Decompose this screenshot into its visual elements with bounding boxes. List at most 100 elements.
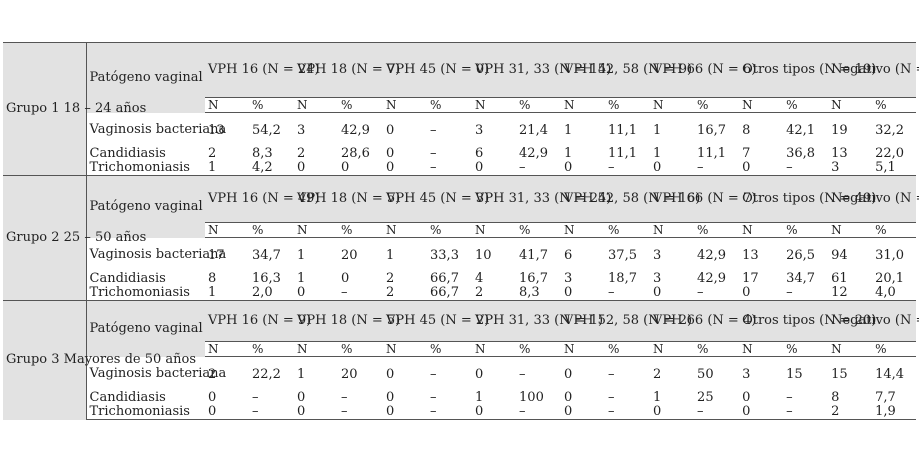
percent-cell: 0 bbox=[341, 271, 350, 286]
count-cell: 1 bbox=[297, 366, 306, 382]
count-cell: 6 bbox=[564, 247, 573, 263]
count-cell: 12 bbox=[831, 285, 848, 300]
count-cell: 3 bbox=[831, 160, 840, 175]
count-cell: 2 bbox=[297, 146, 306, 161]
pathogen-label: Trichomoniasis bbox=[89, 285, 190, 300]
count-cell: 1 bbox=[564, 146, 573, 161]
count-cell: 0 bbox=[561, 405, 606, 420]
count-cell: 2 bbox=[208, 366, 217, 382]
subheader-n: N bbox=[739, 222, 784, 238]
hpv-type-header: VPH 45 (N = 2) bbox=[383, 300, 489, 342]
percent-cell: 50 bbox=[697, 366, 714, 382]
count-cell: 3 bbox=[475, 122, 484, 138]
percent-cell: – bbox=[430, 366, 437, 382]
count-cell: 1 bbox=[564, 122, 573, 138]
count-cell: 19 bbox=[831, 122, 848, 138]
pathogen-label: Candidiasis bbox=[89, 271, 166, 286]
percent-cell: 20,1 bbox=[875, 271, 905, 286]
pathogen-header: Patógeno vaginal bbox=[86, 175, 205, 238]
percent-cell: 100 bbox=[519, 390, 544, 405]
percent-cell: – bbox=[341, 285, 348, 300]
subheader-pct: % bbox=[872, 341, 917, 357]
count-cell: 13 bbox=[208, 122, 225, 138]
count-cell: 0 bbox=[297, 390, 306, 405]
percent-cell: 22,0 bbox=[875, 146, 905, 161]
subheader-pct: % bbox=[783, 222, 829, 238]
subheader-pct: % bbox=[338, 222, 384, 238]
count-cell: 1 bbox=[475, 390, 484, 405]
hpv-type-header: VPH 66 (N = 7) bbox=[650, 175, 756, 223]
subheader-n: N bbox=[561, 341, 606, 357]
subheader-n: N bbox=[650, 341, 695, 357]
percent-cell: 16,7 bbox=[519, 271, 548, 286]
hpv-type-header: Negativo (N = 303) bbox=[828, 175, 919, 223]
count-cell: 0 bbox=[653, 160, 662, 175]
percent-cell: 20 bbox=[341, 247, 358, 263]
hpv-type-header: VPH 18 (N = 5) bbox=[294, 175, 400, 223]
count-cell: 0 bbox=[475, 366, 484, 382]
count-cell: 61 bbox=[831, 271, 848, 286]
subheader-n: N bbox=[828, 97, 873, 113]
count-cell: 1 bbox=[208, 285, 217, 300]
percent-cell: 15 bbox=[786, 366, 803, 382]
count-cell: 0 bbox=[205, 405, 249, 420]
percent-cell: – bbox=[519, 366, 526, 382]
subheader-n: N bbox=[205, 341, 249, 357]
count-cell: 0 bbox=[386, 146, 395, 161]
percent-cell: 33,3 bbox=[430, 247, 459, 263]
percent-cell: 11,1 bbox=[697, 146, 726, 161]
subheader-pct: % bbox=[605, 97, 651, 113]
subheader-n: N bbox=[294, 222, 338, 238]
subheader-pct: % bbox=[605, 341, 651, 357]
pathogen-label: Vaginosis bacteriana bbox=[89, 122, 227, 138]
count-cell: 0 bbox=[653, 285, 662, 300]
percent-cell: 4,0 bbox=[875, 285, 896, 300]
percent-cell: 4,2 bbox=[252, 160, 273, 175]
subheader-n: N bbox=[205, 97, 249, 113]
pathogen-label: Candidiasis bbox=[89, 390, 166, 405]
table-row: Vaginosis bacteriana 13 54,2 3 42,9 0–3 21,4 1 1… bbox=[3, 113, 916, 148]
percent-cell: – bbox=[430, 122, 437, 138]
subheader-pct: % bbox=[872, 222, 917, 238]
percent-cell: 66,7 bbox=[430, 271, 459, 286]
percent-cell: 26,5 bbox=[786, 247, 816, 263]
subheader-pct: % bbox=[249, 222, 294, 238]
percent-cell: – bbox=[605, 405, 651, 420]
percent-cell: – bbox=[252, 390, 259, 405]
count-cell: 3 bbox=[653, 271, 662, 286]
pathogen-label: Trichomoniasis bbox=[89, 160, 190, 175]
hpv-type-header: VPH 45 (N = 3) bbox=[383, 175, 489, 223]
subheader-n: N bbox=[739, 97, 784, 113]
count-cell: 7 bbox=[742, 146, 751, 161]
hpv-type-header: Otros tipos (N = 49) bbox=[739, 175, 876, 223]
count-cell: 0 bbox=[386, 390, 395, 405]
table-row: Trichomoniasis 1 4,2 0 0 0 – 0 – 0 – 0 – 0 – 3 5,1 bbox=[3, 161, 916, 176]
percent-cell: 5,1 bbox=[875, 160, 896, 175]
subheader-n: N bbox=[828, 341, 873, 357]
count-cell: 0 bbox=[297, 285, 306, 300]
count-cell: 8 bbox=[208, 271, 217, 286]
count-cell: 0 bbox=[564, 366, 573, 382]
hpv-type-header: VPH 45 (N = 0) bbox=[383, 42, 489, 98]
count-cell: 0 bbox=[208, 390, 217, 405]
pathogen-header: Patógeno vaginal bbox=[86, 42, 205, 113]
percent-cell: 14,4 bbox=[875, 366, 905, 382]
subheader-pct: % bbox=[249, 97, 294, 113]
percent-cell: 32,2 bbox=[875, 122, 905, 138]
group-label: Grupo 1 18 – 24 años bbox=[3, 42, 146, 176]
subheader-n: N bbox=[561, 97, 606, 113]
percent-cell: 37,5 bbox=[608, 247, 637, 263]
hpv-type-header: VPH 31, 33 (N = 1) bbox=[472, 300, 603, 342]
pathogen-label: Vaginosis bacteriana bbox=[89, 247, 227, 263]
count-cell: 1 bbox=[653, 146, 662, 161]
count-cell: 1 bbox=[653, 122, 662, 138]
group-header-row: Grupo 1 18 – 24 años Patógeno vaginal VPH … bbox=[3, 42, 919, 176]
pathogen-label: Trichomoniasis bbox=[86, 405, 205, 420]
count-cell: 2 bbox=[386, 285, 395, 300]
hpv-type-header: Negativo (N = 104) bbox=[828, 300, 919, 342]
count-cell: 0 bbox=[564, 285, 573, 300]
count-cell: 3 bbox=[742, 366, 751, 382]
percent-cell: 16,3 bbox=[252, 271, 281, 286]
subheader-n: N bbox=[472, 341, 517, 357]
subheader-pct: % bbox=[249, 341, 294, 357]
